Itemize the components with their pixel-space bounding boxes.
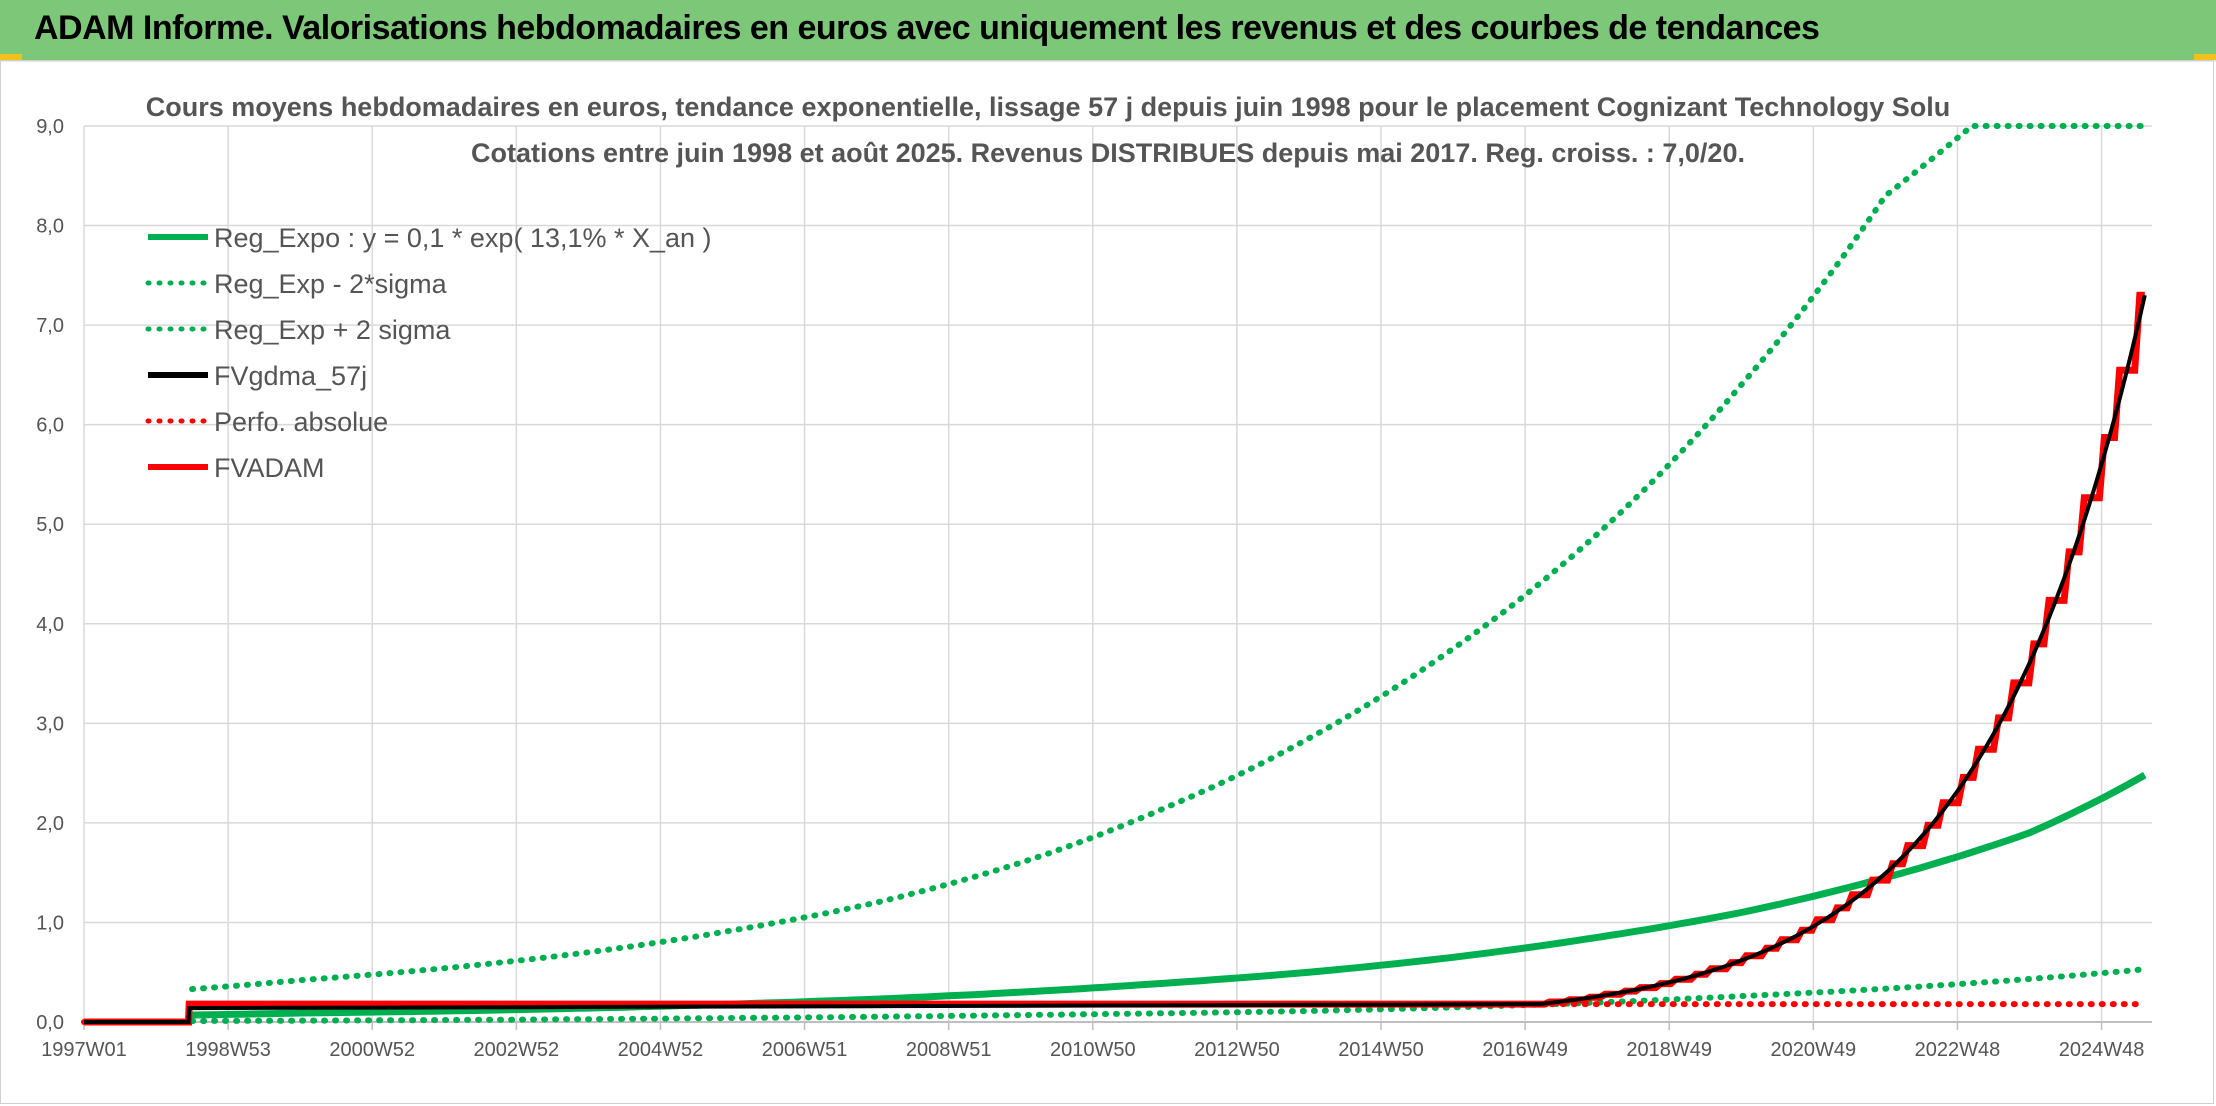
x-tick-label: 2008W51 bbox=[906, 1039, 992, 1061]
series-line-0 bbox=[192, 772, 2147, 1019]
legend-label: FVgdma_57j bbox=[214, 361, 367, 391]
legend-label: Reg_Exp - 2*sigma bbox=[214, 269, 448, 299]
y-tick-label: 0,0 bbox=[36, 1012, 64, 1034]
x-tick-label: 2016W49 bbox=[1482, 1039, 1568, 1061]
series-lines bbox=[81, 123, 2148, 1026]
legend: Reg_Expo : y = 0,1 * exp( 13,1% * X_an )… bbox=[145, 223, 712, 483]
report-title: ADAM Informe. Valorisations hebdomadaire… bbox=[34, 9, 1820, 47]
legend-label: FVADAM bbox=[214, 453, 325, 483]
series-line-3 bbox=[84, 294, 2147, 1024]
legend-label: Reg_Expo : y = 0,1 * exp( 13,1% * X_an ) bbox=[214, 223, 712, 253]
x-tick-label: 2018W49 bbox=[1626, 1039, 1712, 1061]
legend-label: Reg_Exp + 2 sigma bbox=[214, 315, 451, 345]
x-tick-label: 1997W01 bbox=[41, 1039, 127, 1061]
y-tick-label: 1,0 bbox=[36, 912, 64, 934]
x-tick-label: 2010W50 bbox=[1050, 1039, 1136, 1061]
y-tick-label: 3,0 bbox=[36, 713, 64, 735]
chart-frame bbox=[0, 60, 2214, 1104]
grid-lines bbox=[83, 125, 2152, 1030]
report-header: ADAM Informe. Valorisations hebdomadaire… bbox=[0, 0, 2216, 62]
legend-label: Perfo. absolue bbox=[214, 407, 388, 437]
x-tick-label: 2012W50 bbox=[1194, 1039, 1280, 1061]
y-tick-label: 9,0 bbox=[36, 116, 64, 138]
x-tick-label: 2020W49 bbox=[1771, 1039, 1857, 1061]
x-tick-label: 2024W48 bbox=[2059, 1039, 2145, 1061]
x-tick-label: 2014W50 bbox=[1338, 1039, 1424, 1061]
x-tick-label: 2006W51 bbox=[762, 1039, 848, 1061]
x-tick-label: 2000W52 bbox=[329, 1039, 415, 1061]
y-tick-label: 5,0 bbox=[36, 514, 64, 536]
x-tick-label: 2022W48 bbox=[1915, 1039, 2001, 1061]
chart-title-line1: Cours moyens hebdomadaires en euros, ten… bbox=[145, 92, 1951, 122]
corner-mark-right bbox=[2194, 54, 2216, 60]
y-tick-label: 7,0 bbox=[36, 315, 64, 337]
y-tick-label: 6,0 bbox=[36, 415, 64, 437]
axis-labels: 0,0 1,0 2,0 3,0 4,0 5,0 6,0 7,0 8,0 9,0 1997W01 199… bbox=[36, 116, 2144, 1061]
series-line-2 bbox=[189, 123, 2148, 993]
corner-mark-left bbox=[0, 54, 22, 60]
x-tick-label: 1998W53 bbox=[185, 1039, 271, 1061]
y-tick-label: 4,0 bbox=[36, 614, 64, 636]
series-line-1 bbox=[189, 966, 2148, 1024]
chart-title-line2: Cotations entre juin 1998 et août 2025. … bbox=[471, 138, 1745, 168]
x-tick-label: 2002W52 bbox=[474, 1039, 560, 1061]
y-tick-label: 2,0 bbox=[36, 813, 64, 835]
y-tick-label: 8,0 bbox=[36, 216, 64, 238]
x-tick-label: 2004W52 bbox=[618, 1039, 704, 1061]
